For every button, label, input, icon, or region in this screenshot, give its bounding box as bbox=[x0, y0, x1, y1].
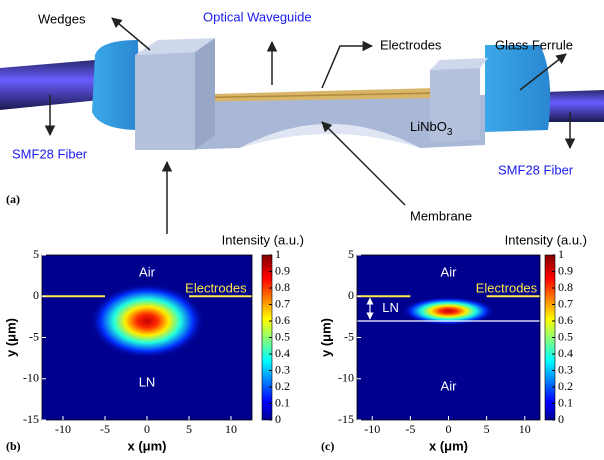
label: Glass Ferrule bbox=[495, 37, 573, 52]
arrow bbox=[322, 46, 372, 88]
label: Wedges bbox=[38, 11, 86, 26]
y-axis-label: y (μm) bbox=[318, 318, 333, 357]
ferrule-right bbox=[485, 45, 550, 132]
annotation: Electrodes bbox=[185, 280, 247, 295]
y-tick-label: 5 bbox=[348, 247, 354, 261]
colorbar-tick-label: 0 bbox=[275, 412, 281, 426]
colorbar-tick-label: 0.8 bbox=[275, 280, 290, 294]
annotation: Air bbox=[441, 265, 458, 280]
y-tick-label: -10 bbox=[23, 371, 39, 385]
y-tick-label: -15 bbox=[338, 412, 354, 426]
x-tick-label: -5 bbox=[405, 422, 415, 436]
colorbar-tick-label: 1 bbox=[275, 247, 281, 261]
x-tick-label: 10 bbox=[519, 422, 531, 436]
x-tick-label: 10 bbox=[225, 422, 237, 436]
y-tick-label: 0 bbox=[33, 288, 39, 302]
wedge-left-side bbox=[195, 38, 215, 150]
x-tick-label: 5 bbox=[186, 422, 192, 436]
annotation: LN bbox=[139, 374, 156, 389]
x-tick-label: -5 bbox=[100, 422, 110, 436]
panel-label: (c) bbox=[321, 439, 334, 453]
colorbar-tick-label: 0.8 bbox=[558, 280, 573, 294]
y-tick-label: -5 bbox=[344, 329, 354, 343]
y-tick-label: -5 bbox=[29, 329, 39, 343]
colorbar-tick-label: 0.6 bbox=[558, 313, 573, 327]
fiber-right bbox=[545, 90, 604, 122]
colorbar-tick-label: 0.3 bbox=[558, 362, 573, 376]
x-axis-label: x (μm) bbox=[127, 438, 166, 453]
ferrule-left bbox=[92, 40, 140, 130]
y-tick-label: -10 bbox=[338, 371, 354, 385]
y-tick-label: -15 bbox=[23, 412, 39, 426]
label: LiNbO bbox=[410, 119, 447, 134]
colorbar-tick-label: 0.6 bbox=[275, 313, 290, 327]
colorbar-tick-label: 0.9 bbox=[558, 263, 573, 277]
colorbar-tick-label: 0.5 bbox=[558, 329, 573, 343]
wedge-left bbox=[135, 52, 195, 150]
colorbar-label: Intensity (a.u.) bbox=[222, 232, 304, 247]
annotation: LN bbox=[382, 300, 399, 315]
colorbar-tick-label: 1 bbox=[558, 247, 564, 261]
colorbar-tick-label: 0.2 bbox=[275, 379, 290, 393]
annotation: Air bbox=[139, 265, 156, 280]
colorbar-tick-label: 0.5 bbox=[275, 329, 290, 343]
panel-label: (a) bbox=[6, 192, 20, 206]
x-tick-label: -10 bbox=[364, 422, 380, 436]
colorbar-tick-label: 0.4 bbox=[275, 346, 290, 360]
device-drawing: Wedges Optical Waveguide Electrodes Glas… bbox=[0, 9, 604, 234]
x-tick-label: 0 bbox=[144, 422, 150, 436]
annotation: Electrodes bbox=[476, 280, 538, 295]
label: Electrodes bbox=[380, 37, 442, 52]
colorbar-tick-label: 0.7 bbox=[275, 296, 290, 310]
colorbar-tick-label: 0.2 bbox=[558, 379, 573, 393]
label: SMF28 Fiber bbox=[12, 146, 88, 161]
annotation: Air bbox=[441, 378, 458, 393]
y-axis-label: y (μm) bbox=[3, 318, 18, 357]
label: 3 bbox=[447, 127, 453, 138]
x-axis-label: x (μm) bbox=[429, 438, 468, 453]
x-tick-label: 5 bbox=[484, 422, 490, 436]
colorbar-tick-label: 0.1 bbox=[558, 395, 573, 409]
panel-label: (b) bbox=[6, 439, 21, 453]
x-tick-label: -10 bbox=[55, 422, 71, 436]
label: Optical Waveguide bbox=[203, 9, 312, 24]
figure: Wedges Optical Waveguide Electrodes Glas… bbox=[0, 0, 604, 460]
y-tick-label: 5 bbox=[33, 247, 39, 261]
colorbar-tick-label: 0.4 bbox=[558, 346, 573, 360]
colorbar-tick-label: 0 bbox=[558, 412, 564, 426]
colorbar-tick-label: 0.3 bbox=[275, 362, 290, 376]
x-tick-label: 0 bbox=[446, 422, 452, 436]
label: Membrane bbox=[410, 208, 472, 223]
label: SMF28 Fiber bbox=[498, 162, 574, 177]
y-tick-label: 0 bbox=[348, 288, 354, 302]
colorbar-tick-label: 0.9 bbox=[275, 263, 290, 277]
colorbar-tick-label: 0.1 bbox=[275, 395, 290, 409]
colorbar-label: Intensity (a.u.) bbox=[505, 232, 587, 247]
colorbar-tick-label: 0.7 bbox=[558, 296, 573, 310]
